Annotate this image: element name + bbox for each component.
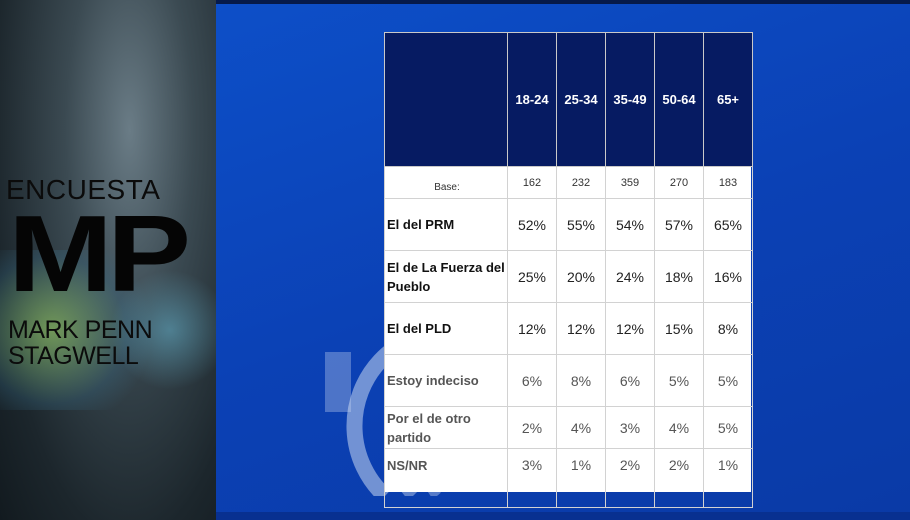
base-label: Base: bbox=[384, 166, 508, 199]
cell-value: 5% bbox=[703, 354, 753, 407]
cell-value: 12% bbox=[605, 302, 655, 355]
cell-value: 25% bbox=[507, 250, 557, 303]
cell-value: 6% bbox=[605, 354, 655, 407]
col-header: 65+ bbox=[703, 32, 753, 167]
base-row: Base: 162 232 359 270 183 bbox=[384, 166, 753, 199]
logo-line-1: MARK PENN bbox=[8, 316, 153, 344]
cell-value: 52% bbox=[507, 198, 557, 251]
logo-mp-mark: MP bbox=[8, 193, 191, 315]
cell-value: 2% bbox=[654, 448, 704, 508]
cell-value: 1% bbox=[556, 448, 606, 508]
cell-value: 1% bbox=[703, 448, 753, 508]
row-label: Por el de otro partido bbox=[384, 406, 508, 449]
cell-value: 4% bbox=[654, 406, 704, 449]
table-row: El del PRM 52% 55% 54% 57% 65% bbox=[384, 198, 753, 251]
top-border bbox=[216, 0, 910, 4]
cell-value: 65% bbox=[703, 198, 753, 251]
cell-value: 55% bbox=[556, 198, 606, 251]
table-row: Por el de otro partido 2% 4% 3% 4% 5% bbox=[384, 406, 753, 449]
cell-value: 57% bbox=[654, 198, 704, 251]
logo-line-2: STAGWELL bbox=[8, 342, 139, 370]
background-glow bbox=[110, 270, 216, 390]
table-row: NS/NR 3% 1% 2% 2% 1% bbox=[384, 448, 753, 508]
header-row: 18-24 25-34 35-49 50-64 65+ bbox=[384, 32, 753, 167]
cell-value: 5% bbox=[654, 354, 704, 407]
col-header: 25-34 bbox=[556, 32, 606, 167]
cell-value: 8% bbox=[556, 354, 606, 407]
cell-value: 16% bbox=[703, 250, 753, 303]
col-header: 18-24 bbox=[507, 32, 557, 167]
cell-value: 5% bbox=[703, 406, 753, 449]
cell-value: 20% bbox=[556, 250, 606, 303]
base-value: 162 bbox=[507, 166, 557, 199]
col-header: 35-49 bbox=[605, 32, 655, 167]
logo-encuesta-text: ENCUESTA bbox=[6, 174, 161, 205]
poll-table: 18-24 25-34 35-49 50-64 65+ Base: 162 23… bbox=[384, 32, 753, 508]
table-row: El de La Fuerza del Pueblo 25% 20% 24% 1… bbox=[384, 250, 753, 303]
left-panel: ENCUESTA MP MARK PENN STAGWELL bbox=[0, 0, 216, 520]
table-row: El del PLD 12% 12% 12% 15% 8% bbox=[384, 302, 753, 355]
cell-value: 3% bbox=[605, 406, 655, 449]
base-value: 183 bbox=[703, 166, 753, 199]
background-glow bbox=[0, 250, 160, 410]
cell-value: 3% bbox=[507, 448, 557, 508]
base-value: 270 bbox=[654, 166, 704, 199]
cell-value: 2% bbox=[605, 448, 655, 508]
base-value: 359 bbox=[605, 166, 655, 199]
cell-value: 6% bbox=[507, 354, 557, 407]
cell-value: 54% bbox=[605, 198, 655, 251]
col-header: 50-64 bbox=[654, 32, 704, 167]
cell-value: 8% bbox=[703, 302, 753, 355]
cell-value: 12% bbox=[556, 302, 606, 355]
header-corner bbox=[384, 32, 508, 167]
cell-value: 12% bbox=[507, 302, 557, 355]
row-label: NS/NR bbox=[384, 448, 508, 508]
table-row: Estoy indeciso 6% 8% 6% 5% 5% bbox=[384, 354, 753, 407]
row-label: El de La Fuerza del Pueblo bbox=[384, 250, 508, 303]
base-value: 232 bbox=[556, 166, 606, 199]
row-label: El del PLD bbox=[384, 302, 508, 355]
row-label: El del PRM bbox=[384, 198, 508, 251]
bottom-border bbox=[216, 512, 910, 520]
cell-value: 15% bbox=[654, 302, 704, 355]
cell-value: 24% bbox=[605, 250, 655, 303]
cell-value: 18% bbox=[654, 250, 704, 303]
cell-value: 4% bbox=[556, 406, 606, 449]
cell-value: 2% bbox=[507, 406, 557, 449]
row-label: Estoy indeciso bbox=[384, 354, 508, 407]
